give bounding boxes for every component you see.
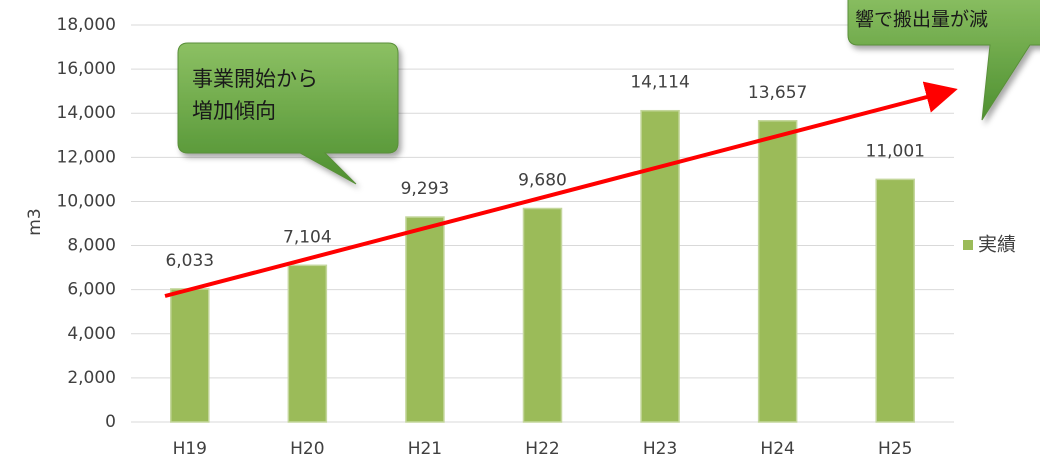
annotation-text: 事業開始から	[192, 67, 318, 91]
annotation-text: 増加傾向	[192, 99, 276, 123]
callout	[847, 0, 1040, 121]
bar	[287, 264, 328, 423]
y-tick-label: 8,000	[67, 236, 116, 256]
legend-swatch	[963, 240, 973, 250]
y-tick-label: 4,000	[67, 324, 116, 344]
bar	[170, 288, 210, 423]
x-tick-label: H19	[173, 439, 207, 459]
legend-label: 実績	[978, 234, 1016, 256]
y-axis-label: m3	[25, 208, 45, 235]
bar	[640, 109, 680, 423]
data-label: 13,657	[748, 83, 807, 103]
y-tick-label: 12,000	[57, 147, 116, 167]
trend-arrow	[164, 81, 958, 298]
x-tick-label: H20	[290, 439, 324, 459]
x-tick-label: H22	[525, 439, 559, 459]
bar	[405, 216, 445, 423]
y-tick-label: 6,000	[67, 280, 116, 300]
y-tick-label: 16,000	[57, 59, 116, 79]
y-tick-label: 2,000	[67, 368, 116, 388]
x-tick-label: H25	[878, 439, 912, 459]
bar	[875, 178, 915, 423]
y-tick-label: 0	[105, 412, 116, 432]
y-tick-label: 18,000	[57, 15, 116, 35]
y-tick-label: 10,000	[57, 191, 116, 211]
bar	[757, 120, 798, 423]
data-label: 7,104	[283, 227, 332, 247]
x-tick-label: H24	[760, 439, 794, 459]
data-label: 9,680	[518, 171, 567, 191]
data-label: 14,114	[630, 73, 689, 93]
data-label: 6,033	[165, 251, 214, 271]
bar	[522, 207, 563, 423]
x-tick-label: H23	[643, 439, 677, 459]
x-tick-label: H21	[408, 439, 442, 459]
y-tick-label: 14,000	[57, 103, 116, 123]
callout	[177, 42, 399, 185]
annotation-text: 響で搬出量が減	[855, 9, 988, 31]
data-label: 11,001	[865, 141, 924, 161]
data-label: 9,293	[401, 179, 450, 199]
